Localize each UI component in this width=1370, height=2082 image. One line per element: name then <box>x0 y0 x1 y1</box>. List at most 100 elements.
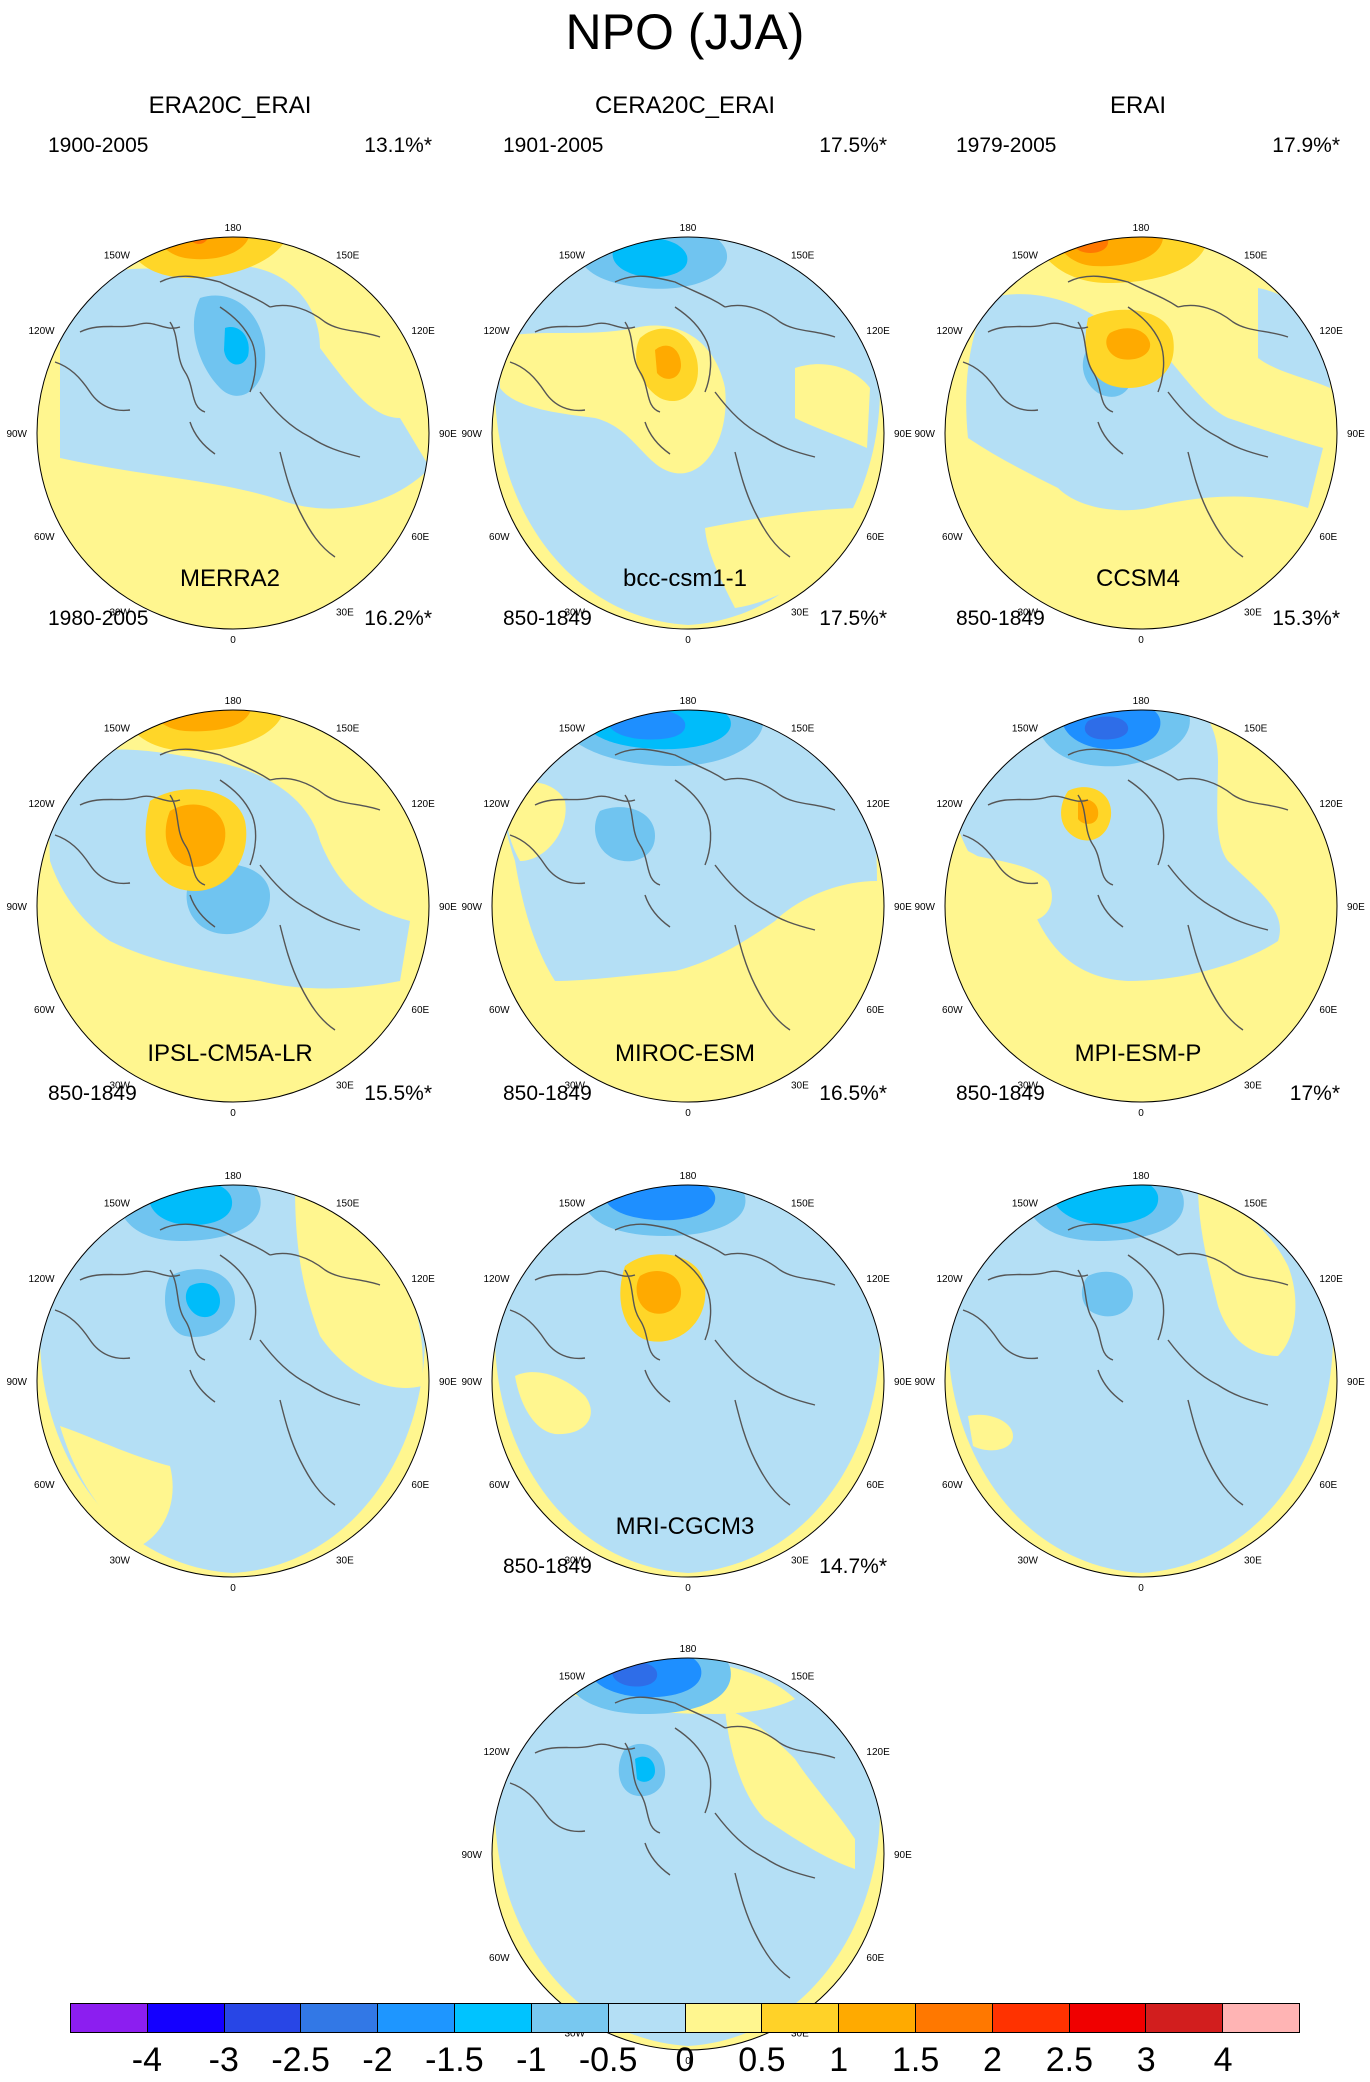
panel-title: MPI-ESM-P <box>1074 1040 1202 1067</box>
longitude-label: 150W <box>559 1199 586 1210</box>
longitude-label: 30W <box>109 1555 130 1566</box>
coastline <box>624 794 661 886</box>
colorbar-swatch <box>915 2004 993 2032</box>
colorbar-swatch <box>301 2004 379 2032</box>
polar-map: 180 150E 120E 90E 60E 30E 0 30W 60W 90W 120W 150W <box>914 223 1365 646</box>
longitude-label: 30W <box>1017 607 1038 618</box>
longitude-label: 60E <box>1319 1480 1337 1491</box>
longitude-label: 150E <box>791 1199 815 1210</box>
longitude-label: 150E <box>336 1199 360 1210</box>
longitude-label: 60W <box>489 1005 510 1016</box>
coastline <box>644 421 671 455</box>
longitude-label: 90E <box>439 429 457 440</box>
coastline <box>79 795 181 806</box>
longitude-label: 120E <box>866 326 890 337</box>
coastline <box>1127 779 1165 866</box>
anomaly-region <box>495 1185 880 1573</box>
longitude-label: 60E <box>411 532 429 543</box>
longitude-label: 180 <box>225 223 242 234</box>
anomaly-region <box>636 1271 682 1314</box>
longitude-label: 90E <box>439 1377 457 1388</box>
colorbar-tick-label: -1.5 <box>425 2041 484 2079</box>
longitude-label: 0 <box>1138 1108 1144 1119</box>
longitude-label: 0 <box>1138 635 1144 646</box>
longitude-label: 150W <box>1012 1199 1039 1210</box>
coastline <box>724 1725 836 1759</box>
polar-map: 180 150E 120E 90E 60E 30E 0 30W 60W 90W 120W 150W <box>6 223 457 646</box>
longitude-label: 30W <box>564 1080 585 1091</box>
anomaly-region <box>1081 1271 1133 1317</box>
longitude-label: 90E <box>1347 429 1365 440</box>
anomaly-region <box>1084 716 1129 740</box>
map-panel: 180 150E 120E 90E 60E 30E 0 30W 60W 90W 120W 150W MI… <box>461 1040 912 1594</box>
coastline <box>724 1252 836 1286</box>
longitude-label: 180 <box>680 1171 697 1182</box>
longitude-label: 120E <box>411 326 435 337</box>
coastline <box>1077 321 1114 413</box>
longitude-label: 90E <box>894 1850 912 1861</box>
colorbar-tick-label: 3 <box>1136 2041 1156 2079</box>
coastline <box>269 304 381 338</box>
anomaly-region <box>1106 328 1151 360</box>
anomaly-region <box>705 508 865 608</box>
longitude-label: 180 <box>680 223 697 234</box>
anomaly-region <box>121 710 286 751</box>
longitude-label: 60E <box>866 1480 884 1491</box>
longitude-label: 30W <box>109 1080 130 1091</box>
coastline <box>1067 1223 1179 1256</box>
coastline <box>159 748 271 781</box>
panel-explained-variance: 13.1%* <box>364 134 432 157</box>
colorbar-tick-label: -0.5 <box>578 2041 638 2079</box>
coastline <box>714 1812 816 1879</box>
longitude-label: 60W <box>942 532 963 543</box>
longitude-label: 90E <box>894 429 912 440</box>
anomaly-region <box>795 364 870 448</box>
anomaly-region <box>968 1414 1013 1451</box>
coastline <box>614 1696 726 1729</box>
longitude-label: 120E <box>411 1274 435 1285</box>
coastline <box>674 1727 712 1814</box>
coastline <box>714 1339 816 1406</box>
longitude-label: 30E <box>1244 1555 1262 1566</box>
colorbar-swatch <box>762 2004 840 2032</box>
anomaly-region <box>635 1756 655 1782</box>
longitude-label: 120W <box>28 799 55 810</box>
longitude-label: 30E <box>1244 1080 1262 1091</box>
longitude-label: 60W <box>942 1005 963 1016</box>
longitude-label: 30E <box>791 607 809 618</box>
longitude-label: 180 <box>680 696 697 707</box>
anomaly-region <box>500 710 877 981</box>
longitude-label: 180 <box>1133 223 1150 234</box>
coastline <box>189 1369 216 1403</box>
map-boundary <box>491 236 885 630</box>
coastline <box>534 1743 636 1754</box>
coastline <box>1097 894 1124 928</box>
longitude-label: 60W <box>489 532 510 543</box>
longitude-label: 120W <box>28 1274 55 1285</box>
panel-explained-variance: 17.9%* <box>1272 134 1340 157</box>
coastline <box>1187 1399 1244 1506</box>
longitude-label: 30E <box>791 2028 809 2039</box>
longitude-label: 150E <box>791 724 815 735</box>
coastline <box>54 1309 131 1360</box>
coastline <box>724 777 836 811</box>
anomaly-region <box>725 1709 855 1869</box>
longitude-label: 120W <box>28 326 55 337</box>
longitude-label: 180 <box>225 1171 242 1182</box>
panel-period: 850-1849 <box>956 607 1045 630</box>
panel-title: CERA20C_ERAI <box>594 92 776 119</box>
panel-title: MIROC-ESM <box>615 1040 755 1067</box>
panel-title: ERAI <box>1109 92 1166 119</box>
colorbar-tick-label: 0.5 <box>738 2041 786 2079</box>
anomaly-region <box>966 294 1323 511</box>
coastline <box>159 275 271 308</box>
longitude-label: 120E <box>866 1274 890 1285</box>
longitude-label: 0 <box>685 635 691 646</box>
longitude-label: 180 <box>225 696 242 707</box>
polar-map: 180 150E 120E 90E 60E 30E 0 30W 60W 90W 120W 150W <box>6 1171 457 1594</box>
map-boundary <box>36 709 430 1103</box>
longitude-label: 90W <box>6 429 27 440</box>
anomaly-region <box>1053 602 1248 671</box>
longitude-label: 60W <box>489 1953 510 1964</box>
longitude-label: 180 <box>1133 1171 1150 1182</box>
